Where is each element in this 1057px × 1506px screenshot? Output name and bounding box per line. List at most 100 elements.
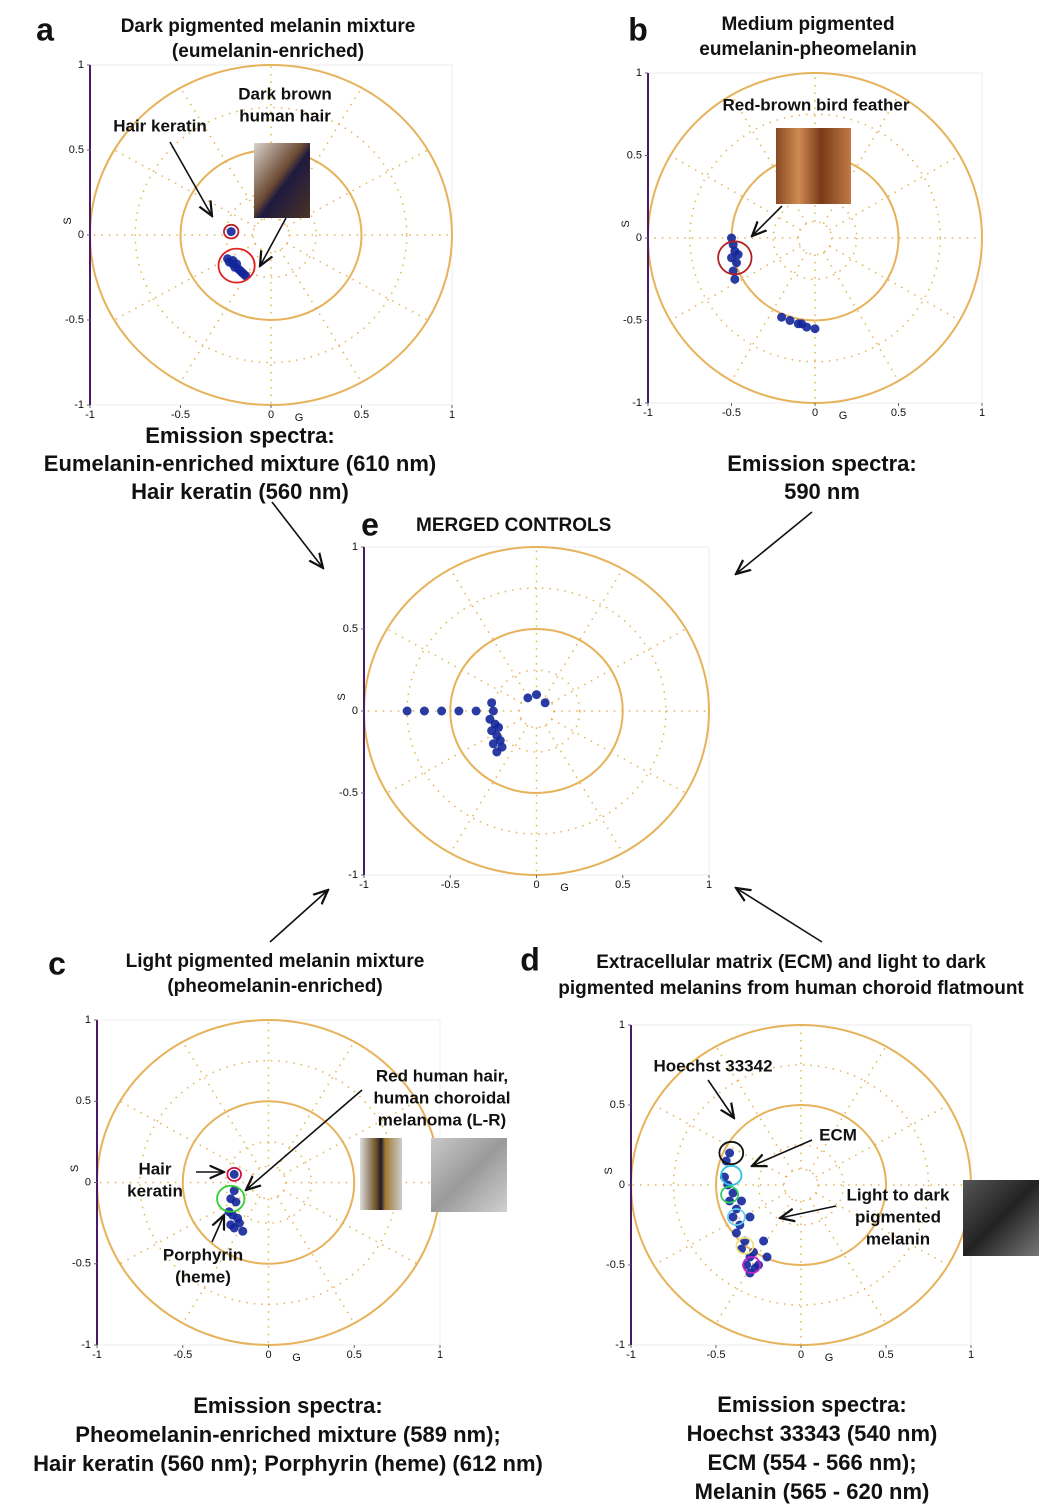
data-point	[239, 270, 248, 279]
data-point	[489, 739, 498, 748]
data-point	[532, 690, 541, 699]
radial-line	[181, 250, 262, 383]
y-tick-label: 0.5	[76, 1095, 91, 1107]
x-axis-label: G	[825, 1352, 834, 1364]
x-tick-label: 0	[798, 1349, 804, 1361]
caption: Emission spectra:	[193, 1393, 383, 1418]
x-tick-label: 0.5	[347, 1349, 362, 1361]
data-point	[729, 1213, 738, 1222]
annotation-arrow	[752, 1140, 812, 1166]
x-tick-label: 0	[812, 407, 818, 419]
y-tick-label: 0	[352, 705, 358, 717]
radial-line	[280, 250, 361, 383]
radial-line	[450, 569, 528, 697]
data-point	[489, 707, 498, 716]
y-axis-label: S	[69, 1165, 81, 1172]
arrow	[272, 502, 323, 568]
annotation-arrow	[212, 1215, 224, 1242]
y-tick-label: 0.5	[610, 1099, 625, 1111]
annotation: Hair keratin	[113, 116, 207, 135]
x-tick-label: -1	[643, 407, 653, 419]
y-tick-label: -0.5	[606, 1259, 625, 1271]
x-tick-label: -1	[92, 1349, 102, 1361]
x-tick-label: 0.5	[891, 407, 906, 419]
data-point	[235, 1219, 244, 1228]
annotation: Hoechst 33342	[653, 1056, 772, 1075]
radial-line	[114, 150, 255, 227]
y-tick-label: 1	[619, 1019, 625, 1031]
radial-line	[277, 1042, 354, 1169]
data-point	[231, 1198, 240, 1207]
annotation-arrow	[780, 1206, 836, 1218]
panel-title: Light pigmented melanin mixture	[126, 951, 425, 972]
annotation: Red-brown bird feather	[722, 95, 909, 114]
x-axis-label: G	[292, 1352, 301, 1364]
caption: Hoechst 33343 (540 nm)	[687, 1421, 938, 1446]
data-point	[732, 1229, 741, 1238]
panel-title: eumelanin-pheomelanin	[699, 39, 916, 60]
y-tick-label: -1	[74, 399, 84, 411]
data-point	[763, 1253, 772, 1262]
x-tick-label: 0.5	[615, 879, 630, 891]
y-tick-label: -0.5	[72, 1258, 91, 1270]
caption: Hair keratin (560 nm); Porphyrin (heme) …	[33, 1451, 543, 1476]
data-point	[797, 319, 806, 328]
y-tick-label: 0	[619, 1179, 625, 1191]
y-tick-label: 1	[636, 67, 642, 79]
data-point	[227, 227, 236, 236]
caption: Eumelanin-enriched mixture (610 nm)	[44, 451, 436, 476]
caption: Melanin (565 - 620 nm)	[695, 1479, 930, 1504]
annotation: Dark brown	[238, 84, 332, 103]
annotation: keratin	[127, 1181, 183, 1200]
panel-letter: d	[520, 941, 540, 977]
y-tick-label: 0	[85, 1176, 91, 1188]
arrow	[270, 890, 328, 942]
data-point	[498, 743, 507, 752]
annotation: Light to dark	[847, 1185, 950, 1204]
data-point	[238, 1227, 247, 1236]
panel-title: Medium pigmented	[721, 14, 894, 35]
data-point	[725, 1197, 734, 1206]
radial-line	[823, 252, 898, 381]
data-point	[230, 1170, 239, 1179]
annotation: melanin	[866, 1229, 930, 1248]
inset-image	[431, 1138, 507, 1212]
x-tick-label: 0	[265, 1349, 271, 1361]
annotation: (heme)	[175, 1267, 231, 1286]
dotted-circle	[773, 197, 857, 280]
data-point	[725, 1149, 734, 1158]
annotation: human hair	[239, 106, 331, 125]
y-tick-label: -1	[615, 1339, 625, 1351]
inset-image	[360, 1138, 402, 1210]
x-tick-label: 1	[437, 1349, 443, 1361]
y-tick-label: 0.5	[69, 144, 84, 156]
panel-title: MERGED CONTROLS	[416, 515, 611, 536]
y-axis-label: S	[336, 693, 348, 700]
panel-title: (eumelanin-enriched)	[172, 41, 364, 62]
x-tick-label: 0	[268, 409, 274, 421]
panel: -1-0.500.51-1-0.500.51GSeMERGED CONTROLS	[336, 506, 712, 893]
caption: Pheomelanin-enriched mixture (589 nm);	[75, 1422, 500, 1447]
y-tick-label: -1	[81, 1339, 91, 1351]
y-tick-label: -0.5	[339, 787, 358, 799]
panel-letter: b	[628, 11, 648, 47]
annotation: Porphyrin	[163, 1245, 243, 1264]
annotation-arrow	[260, 218, 286, 266]
x-tick-label: 1	[968, 1349, 974, 1361]
annotation: human choroidal	[374, 1088, 511, 1107]
y-axis-label: S	[62, 217, 74, 224]
x-tick-label: 0	[533, 879, 539, 891]
panel-letter: c	[48, 945, 66, 981]
panel-title: Extracellular matrix (ECM) and light to …	[596, 952, 986, 973]
y-axis-label: S	[620, 220, 632, 227]
y-tick-label: 0	[636, 232, 642, 244]
radial-line	[183, 1042, 260, 1169]
y-tick-label: -0.5	[65, 314, 84, 326]
caption: Emission spectra:	[145, 423, 335, 448]
dotted-circle	[798, 222, 831, 255]
annotation-arrow	[170, 142, 212, 216]
